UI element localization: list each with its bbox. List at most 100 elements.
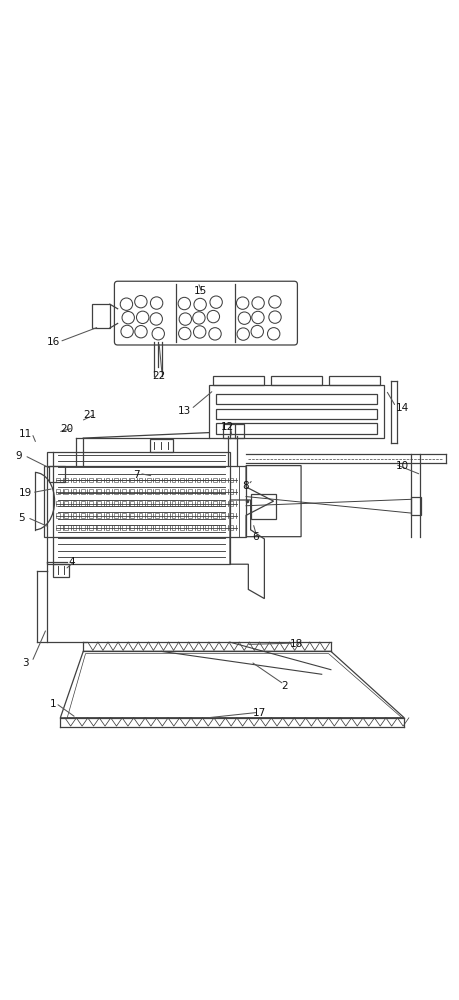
Bar: [106, 478, 109, 482]
Bar: [204, 513, 208, 518]
Text: 9: 9: [16, 451, 22, 461]
Text: 7: 7: [132, 470, 139, 480]
Bar: [73, 489, 76, 494]
Text: 17: 17: [252, 708, 266, 718]
Bar: [216, 409, 376, 419]
Bar: [150, 439, 172, 452]
Bar: [196, 489, 200, 494]
Bar: [139, 489, 142, 494]
Text: 5: 5: [18, 513, 25, 523]
Bar: [223, 424, 243, 438]
Bar: [196, 525, 200, 530]
Bar: [139, 478, 142, 482]
Bar: [221, 525, 224, 530]
Bar: [155, 525, 158, 530]
Bar: [221, 478, 224, 482]
Bar: [56, 525, 60, 530]
Text: 12: 12: [221, 422, 234, 432]
Bar: [163, 513, 167, 518]
Bar: [89, 478, 93, 482]
Text: 1: 1: [50, 699, 56, 709]
Bar: [155, 501, 158, 506]
Bar: [81, 478, 84, 482]
Bar: [73, 525, 76, 530]
Bar: [147, 501, 151, 506]
Bar: [188, 501, 191, 506]
Bar: [89, 489, 93, 494]
Bar: [64, 478, 68, 482]
Bar: [122, 501, 126, 506]
Bar: [163, 478, 167, 482]
Text: 16: 16: [47, 337, 60, 347]
Bar: [89, 513, 93, 518]
Bar: [196, 501, 200, 506]
Bar: [229, 501, 233, 506]
Bar: [130, 501, 134, 506]
Bar: [329, 376, 379, 385]
Bar: [130, 478, 134, 482]
Bar: [188, 525, 191, 530]
Text: 18: 18: [289, 639, 302, 649]
Bar: [221, 513, 224, 518]
Text: 13: 13: [177, 406, 190, 416]
Bar: [122, 489, 126, 494]
Text: 15: 15: [193, 286, 207, 296]
Bar: [114, 525, 118, 530]
Bar: [213, 489, 216, 494]
Bar: [44, 466, 246, 537]
Bar: [171, 489, 175, 494]
Bar: [114, 513, 118, 518]
Bar: [89, 501, 93, 506]
Text: 10: 10: [395, 461, 408, 471]
Bar: [204, 501, 208, 506]
Bar: [213, 478, 216, 482]
Bar: [106, 501, 109, 506]
Bar: [130, 513, 134, 518]
Bar: [106, 513, 109, 518]
Bar: [221, 489, 224, 494]
Bar: [147, 489, 151, 494]
Text: 8: 8: [242, 481, 249, 491]
Bar: [56, 513, 60, 518]
Bar: [163, 501, 167, 506]
Bar: [196, 478, 200, 482]
Bar: [97, 513, 101, 518]
Bar: [179, 501, 183, 506]
Bar: [213, 525, 216, 530]
Bar: [204, 478, 208, 482]
Bar: [163, 489, 167, 494]
Bar: [213, 513, 216, 518]
Bar: [97, 501, 101, 506]
Text: 2: 2: [281, 681, 288, 691]
Bar: [229, 513, 233, 518]
Text: 11: 11: [19, 429, 33, 439]
Bar: [97, 478, 101, 482]
Bar: [122, 513, 126, 518]
Bar: [114, 489, 118, 494]
Bar: [171, 513, 175, 518]
Bar: [53, 564, 68, 577]
Bar: [139, 513, 142, 518]
Bar: [229, 478, 233, 482]
Bar: [92, 304, 110, 328]
Text: 4: 4: [68, 557, 75, 567]
Bar: [179, 489, 183, 494]
Bar: [89, 525, 93, 530]
Bar: [171, 525, 175, 530]
Bar: [56, 501, 60, 506]
Bar: [147, 525, 151, 530]
Bar: [213, 376, 263, 385]
Bar: [64, 513, 68, 518]
Bar: [122, 478, 126, 482]
Text: 20: 20: [61, 424, 73, 434]
Bar: [56, 478, 60, 482]
Bar: [122, 525, 126, 530]
Bar: [188, 489, 191, 494]
Bar: [188, 478, 191, 482]
Bar: [155, 478, 158, 482]
Bar: [56, 489, 60, 494]
Text: 14: 14: [394, 403, 408, 413]
Bar: [196, 513, 200, 518]
Bar: [204, 489, 208, 494]
Bar: [250, 494, 275, 519]
